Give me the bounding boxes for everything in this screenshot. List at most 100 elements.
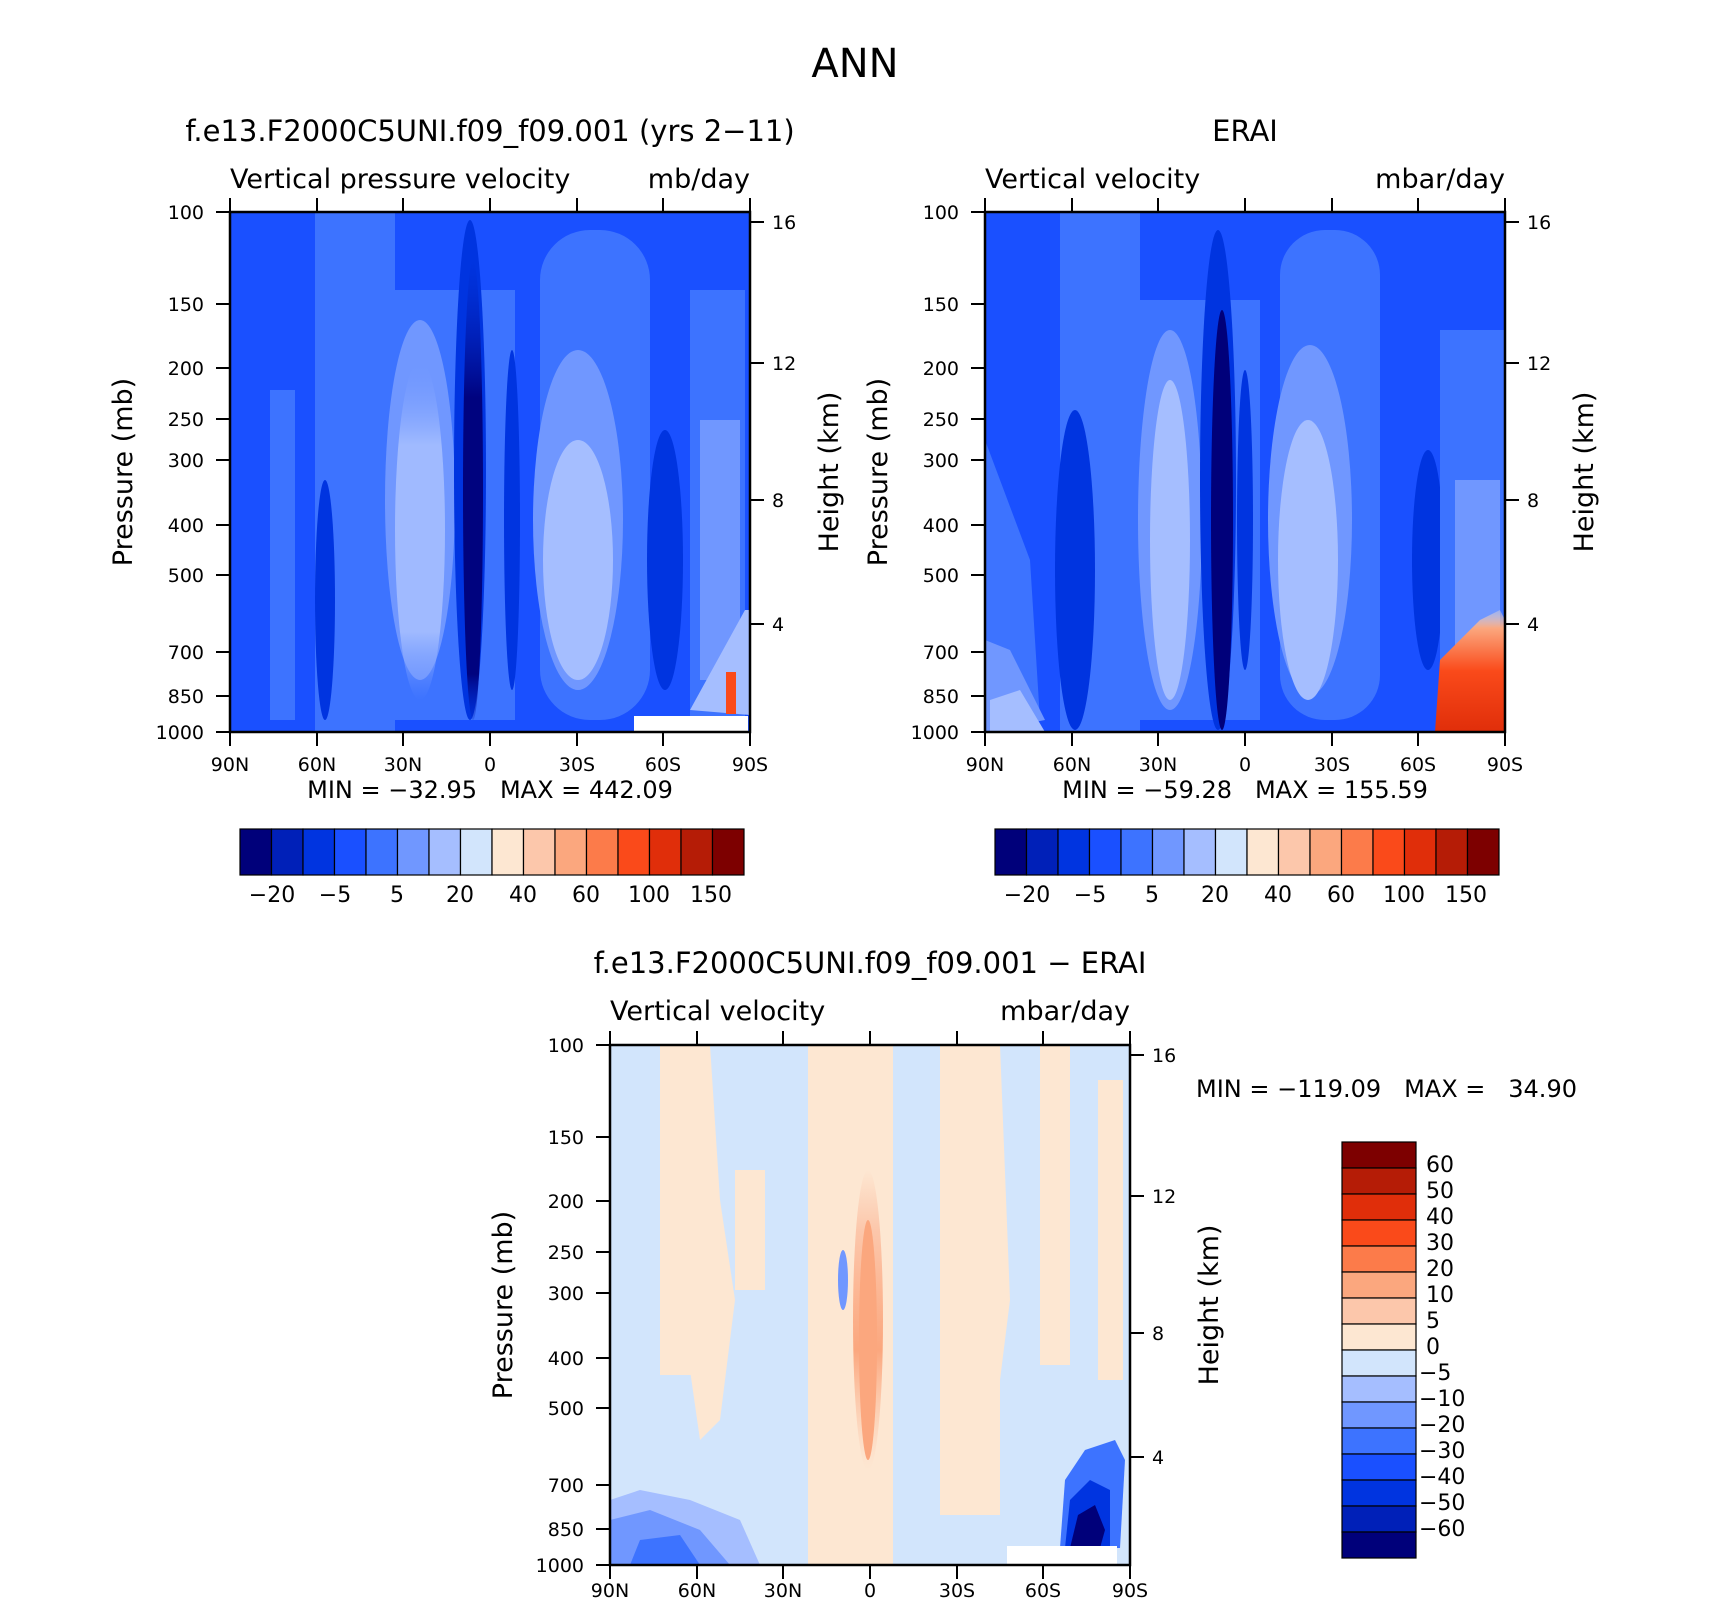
- panel-obs-variable: Vertical velocity: [985, 164, 1200, 195]
- colorbar-swatch: [522, 828, 556, 876]
- colorbar-swatch: [1341, 1323, 1417, 1351]
- colorbar-label: 100: [1383, 883, 1425, 908]
- xtick-label: 0: [1239, 754, 1251, 776]
- colorbar-label: −60: [1419, 1517, 1465, 1542]
- panel-model-colorbar: [239, 828, 745, 876]
- colorbar-swatch: [333, 828, 367, 876]
- colorbar-label: 5: [390, 883, 404, 908]
- xtick-label: 30N: [1139, 754, 1177, 776]
- colorbar-swatch: [1341, 1453, 1417, 1481]
- height-tick-label: 16: [1152, 1045, 1176, 1067]
- colorbar-swatch: [459, 828, 493, 876]
- xtick-label: 0: [864, 1580, 876, 1601]
- colorbar-label: −50: [1419, 1491, 1465, 1516]
- ytick-label: 400: [548, 1348, 584, 1370]
- height-tick-label: 16: [1527, 212, 1551, 234]
- panel-model-yticks: 100 150 200 250 300 400 500 700 850 1000: [156, 202, 204, 744]
- height-tick-label: 8: [1527, 490, 1539, 512]
- colorbar-swatch: [302, 828, 336, 876]
- xtick-label: 60S: [1025, 1580, 1061, 1601]
- ytick-label: 1000: [156, 722, 204, 744]
- xtick-label: 30S: [1314, 754, 1350, 776]
- colorbar-swatch: [1466, 828, 1500, 876]
- panel-diff-field: [610, 1045, 1130, 1565]
- panel-obs-ylabel-right: Height (km): [1569, 392, 1600, 553]
- colorbar-swatch: [1341, 1375, 1417, 1403]
- ytick-label: 250: [923, 409, 959, 431]
- panel-diff-title: f.e13.F2000C5UNI.f09_f09.001 − ERAI: [594, 946, 1147, 980]
- colorbar-swatch: [428, 828, 462, 876]
- colorbar-swatch: [1341, 1349, 1417, 1377]
- colorbar-swatch: [1341, 1219, 1417, 1247]
- xtick-label: 0: [484, 754, 496, 776]
- colorbar-label: 60: [1327, 883, 1355, 908]
- panel-diff-tickmarks: [596, 1031, 1144, 1579]
- ytick-label: 850: [923, 686, 959, 708]
- colorbar-label: 30: [1426, 1231, 1454, 1256]
- ytick-label: 250: [548, 1242, 584, 1264]
- panel-model-colorbar-labels: −20 −5 5 20 40 60 100 150: [249, 883, 732, 908]
- panel-model-xticks: 90N 60N 30N 0 30S 60S 90S: [211, 754, 768, 776]
- colorbar-swatch: [1151, 828, 1185, 876]
- colorbar-swatch: [994, 828, 1028, 876]
- colorbar-swatch: [1183, 828, 1217, 876]
- xtick-label: 30N: [764, 1580, 802, 1601]
- colorbar-swatch: [711, 828, 745, 876]
- height-tick-label: 12: [1527, 353, 1551, 375]
- colorbar-label: 60: [1426, 1153, 1454, 1178]
- panel-model-title: f.e13.F2000C5UNI.f09_f09.001 (yrs 2−11): [185, 114, 794, 148]
- ytick-label: 250: [168, 409, 204, 431]
- xtick-label: 60N: [298, 754, 336, 776]
- colorbar-label: 60: [572, 883, 600, 908]
- colorbar-swatch: [554, 828, 588, 876]
- colorbar-label: −30: [1419, 1439, 1465, 1464]
- ytick-label: 100: [548, 1035, 584, 1057]
- colorbar-label: 20: [446, 883, 474, 908]
- height-tick-label: 12: [1152, 1186, 1176, 1208]
- ytick-label: 400: [923, 515, 959, 537]
- panel-model-units: mb/day: [648, 164, 750, 195]
- panel-obs-minmax: MIN = −59.28 MAX = 155.59: [1062, 776, 1428, 804]
- colorbar-swatch: [1341, 1505, 1417, 1533]
- colorbar-swatch: [365, 828, 399, 876]
- ytick-label: 100: [168, 202, 204, 224]
- ytick-label: 300: [548, 1283, 584, 1305]
- panel-model-yright-ticks: 16 12 8 4: [772, 212, 796, 636]
- colorbar-swatch: [239, 828, 273, 876]
- colorbar-swatch: [1403, 828, 1437, 876]
- colorbar-swatch: [1341, 1479, 1417, 1507]
- colorbar-label: −5: [319, 883, 351, 908]
- panel-model-variable: Vertical pressure velocity: [230, 164, 570, 195]
- colorbar-label: 20: [1201, 883, 1229, 908]
- panel-diff: f.e13.F2000C5UNI.f09_f09.001 − ERAI Vert…: [488, 946, 1577, 1601]
- colorbar-swatch: [1341, 1271, 1417, 1299]
- panel-diff-colorbar-labels: 60 50 40 30 20 10 5 0 −5 −10 −20 −30 −40…: [1419, 1153, 1465, 1542]
- colorbar-label: −20: [1004, 883, 1050, 908]
- xtick-label: 90N: [211, 754, 249, 776]
- ytick-label: 1000: [536, 1555, 584, 1577]
- panel-obs-yright-ticks: 16 12 8 4: [1527, 212, 1551, 636]
- colorbar-swatch: [648, 828, 682, 876]
- height-tick-label: 8: [1152, 1323, 1164, 1345]
- colorbar-label: 40: [1264, 883, 1292, 908]
- colorbar-swatch: [270, 828, 304, 876]
- xtick-label: 90S: [1487, 754, 1523, 776]
- xtick-label: 30N: [384, 754, 422, 776]
- panel-obs-units: mbar/day: [1375, 164, 1505, 195]
- colorbar-label: 40: [1426, 1205, 1454, 1230]
- panel-model-ylabel-right: Height (km): [814, 392, 845, 553]
- colorbar-swatch: [1341, 1401, 1417, 1429]
- ytick-label: 1000: [911, 722, 959, 744]
- panel-obs-colorbar-labels: −20 −5 5 20 40 60 100 150: [1004, 883, 1487, 908]
- colorbar-swatch: [1088, 828, 1122, 876]
- colorbar-swatch: [1309, 828, 1343, 876]
- colorbar-label: 100: [628, 883, 670, 908]
- height-tick-label: 16: [772, 212, 796, 234]
- ytick-label: 700: [168, 642, 204, 664]
- xtick-label: 30S: [559, 754, 595, 776]
- ytick-label: 300: [923, 450, 959, 472]
- panel-obs: ERAI Vertical velocity mbar/day: [863, 114, 1600, 908]
- ytick-label: 500: [923, 565, 959, 587]
- colorbar-swatch: [1341, 1427, 1417, 1455]
- panel-diff-yright-ticks: 16 12 8 4: [1152, 1045, 1176, 1469]
